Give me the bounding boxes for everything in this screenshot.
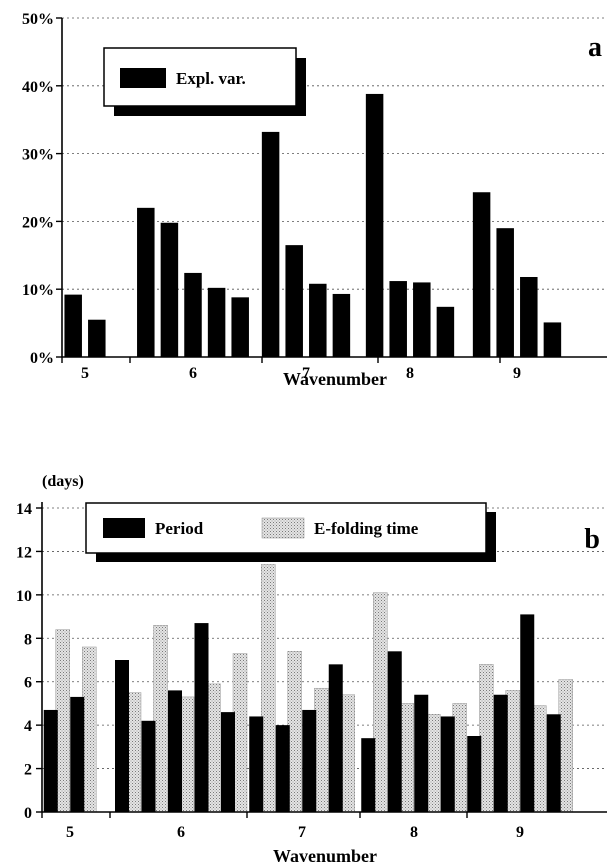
x-tick-label: 8 [406,365,414,382]
bar-e-folding-time [55,629,70,813]
panel-a: 0% 10% 20% 30% 40% 50% 5 6 7 8 9 Wavenumber a Exp… [22,11,607,389]
legend-swatch-period [103,518,145,538]
bar-e-folding-time [426,714,441,813]
legend-label-expl-var: Expl. var. [176,69,246,88]
x-tick-label: 9 [513,365,521,382]
bar-e-folding-time [479,664,494,813]
bar-period [194,623,209,812]
y-tick-label: 12 [16,544,32,561]
legend-swatch-expl-var [120,68,166,88]
y-tick-label: 8 [24,631,32,648]
panel-b-x-label: Wavenumber [273,846,377,866]
panel-b: (days) 0 2 4 6 8 10 12 14 5 6 7 8 9 Wavenumber b Pe… [16,473,607,866]
x-tick-label: 5 [81,365,89,382]
bar-expl-var [365,93,384,357]
bar-expl-var [261,131,280,357]
bar-expl-var [285,245,303,357]
y-tick-label: 50% [22,11,54,28]
panel-a-legend: Expl. var. [103,47,306,116]
bar-expl-var [88,319,106,357]
bar-expl-var [389,281,407,357]
bar-period [440,716,455,812]
bar-period [302,709,317,812]
bar-period [520,614,535,812]
bar-e-folding-time [206,683,221,813]
bar-e-folding-time [505,690,520,813]
bar-expl-var [231,297,249,357]
bar-period [221,712,235,812]
x-tick-label: 6 [177,824,185,841]
bar-expl-var [309,283,327,357]
bar-expl-var [137,207,155,357]
bar-period [168,690,182,812]
y-tick-label: 14 [16,501,32,518]
bar-expl-var [413,282,431,357]
y-tick-label: 10 [16,588,32,605]
x-tick-label: 6 [189,365,197,382]
bar-period [414,694,429,812]
y-tick-label: 20% [22,214,54,231]
legend-swatch-e-folding-time [261,517,305,539]
bar-e-folding-time [314,687,329,813]
bar-e-folding-time [232,653,248,813]
bar-period [361,738,376,812]
y-tick-label: 0% [30,350,54,367]
panel-a-label: a [588,32,602,63]
bar-expl-var [472,192,491,357]
bar-period [70,696,85,812]
bar-e-folding-time [558,679,573,813]
bar-e-folding-time [340,694,355,813]
y-tick-label: 0 [24,805,32,822]
bar-e-folding-time [179,696,195,813]
bar-expl-var [184,272,202,357]
x-tick-label: 7 [298,824,306,841]
bar-e-folding-time [287,651,302,813]
panel-b-label: b [584,524,600,555]
bar-period [328,664,343,812]
bar-period [493,694,508,812]
legend-box [103,47,297,107]
bar-expl-var [520,276,538,357]
bar-expl-var [496,228,514,357]
x-tick-label: 9 [516,824,524,841]
bar-expl-var [436,306,455,357]
y-tick-label: 6 [24,675,32,692]
panel-b-y-label: (days) [42,473,84,490]
x-tick-label: 7 [302,365,310,382]
legend-label-e-folding-time: E-folding time [314,519,419,538]
panel-a-x-label: Wavenumber [283,369,387,389]
bar-e-folding-time [153,625,168,813]
bar-e-folding-time [532,705,547,813]
bar-e-folding-time [399,703,414,813]
panel-b-legend: Period E-folding time [85,502,496,562]
bar-e-folding-time [452,703,467,813]
y-tick-label: 30% [22,147,54,164]
y-tick-label: 10% [22,282,54,299]
bar-expl-var [543,322,562,357]
bar-period [249,716,264,812]
bar-period [275,725,290,812]
bar-expl-var [332,293,351,357]
bar-e-folding-time [373,592,388,813]
legend-label-period: Period [155,519,204,538]
bar-e-folding-time [126,692,142,813]
x-tick-label: 8 [410,824,418,841]
y-tick-label: 40% [22,79,54,96]
y-tick-label: 4 [24,718,32,735]
bar-expl-var [64,294,82,357]
bar-period [387,651,402,812]
bar-period [467,736,482,812]
bar-expl-var [160,222,179,357]
x-tick-label: 5 [66,824,74,841]
bar-period [546,714,561,812]
y-tick-label: 2 [24,762,32,779]
legend-box [85,502,487,554]
bar-e-folding-time [261,564,276,813]
bar-period [115,660,129,812]
bar-e-folding-time [82,646,97,813]
bar-period [141,720,156,812]
bar-period [43,709,58,812]
bar-expl-var [207,287,226,357]
